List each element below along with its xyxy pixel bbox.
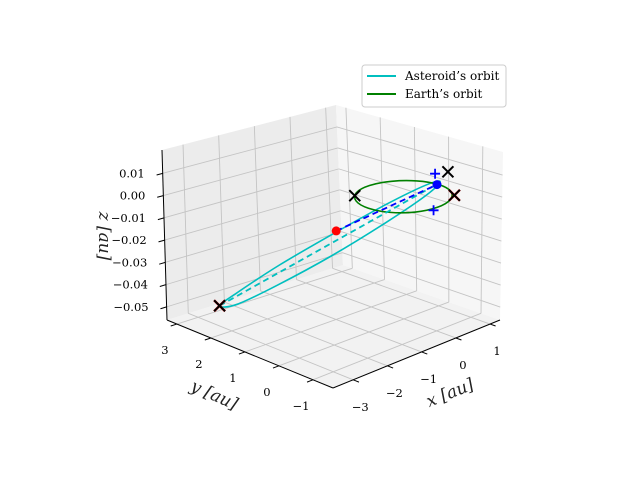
gridline-right-z xyxy=(339,189,502,242)
tick-marks xyxy=(156,172,496,383)
gridline-wall-x xyxy=(182,144,189,314)
y-tick xyxy=(272,365,280,369)
z-tick xyxy=(156,172,163,176)
z-tick xyxy=(157,217,165,221)
gridline-wall-y xyxy=(379,117,385,280)
gridline-left-z xyxy=(164,189,340,241)
z-tick-label: −0.01 xyxy=(111,211,146,225)
floor-pane xyxy=(167,265,500,388)
x-tick xyxy=(421,351,428,355)
gridline-left-z xyxy=(166,252,343,308)
gridline-floor-y xyxy=(176,267,353,325)
gridline-right-z xyxy=(341,231,501,286)
z-tick-label: 0.01 xyxy=(119,166,145,180)
x-tick xyxy=(489,323,496,327)
gridline-wall-y xyxy=(480,146,484,314)
tick-labels: −3 −2 −1 0 1 3 2 1 0 −1 0.01 0.00 −0.01 −0.02 −0.03 −0.… xyxy=(111,166,501,413)
x-tick xyxy=(353,379,360,383)
x-tick-label: 0 xyxy=(459,358,466,372)
legend-frame xyxy=(361,64,507,108)
marker-layer xyxy=(213,165,461,313)
legend-label-earth: Earth’s orbit xyxy=(405,87,482,101)
x-tick-label: −1 xyxy=(420,372,437,386)
gridline-floor-x xyxy=(332,267,491,325)
gridline-wall-x xyxy=(289,116,297,280)
x-tick xyxy=(455,337,462,341)
gridline-wall-y xyxy=(345,107,353,269)
y-tick-label: 2 xyxy=(195,357,202,371)
z-tick-label: −0.03 xyxy=(112,255,147,269)
plus-marker xyxy=(430,168,441,179)
y-tick-label: −1 xyxy=(292,399,309,413)
gridline-floor-y xyxy=(312,312,482,381)
x-marker xyxy=(348,189,361,202)
z-tick-label: −0.04 xyxy=(113,278,148,292)
gridline-left-z xyxy=(162,126,338,174)
dot-marker xyxy=(432,180,442,190)
z-tick xyxy=(160,306,167,310)
gridline-floor-x xyxy=(188,312,354,381)
grid-lines xyxy=(162,107,503,381)
x-tick-label: −3 xyxy=(352,400,369,414)
z-tick-label: −0.05 xyxy=(113,300,148,314)
x-axis-line xyxy=(332,319,501,389)
z-tick xyxy=(157,195,164,198)
y-tick xyxy=(238,351,246,355)
gridline-right-z xyxy=(342,252,501,308)
x-marker xyxy=(441,165,455,178)
y-tick xyxy=(306,379,314,383)
y-tick-label: 3 xyxy=(161,343,168,357)
gridline-wall-y xyxy=(413,127,418,291)
gridline-wall-x xyxy=(253,126,261,291)
x-tick xyxy=(387,365,394,369)
z-axis-label: z [au] xyxy=(94,211,114,261)
plus-marker xyxy=(428,205,439,216)
dot-marker xyxy=(331,226,341,236)
y-tick xyxy=(170,323,178,327)
x-tick-label: 1 xyxy=(493,344,500,358)
gridline-right-z xyxy=(340,210,502,264)
y-axis-line xyxy=(166,319,334,389)
line-of-apsides-dashed xyxy=(219,183,438,307)
z-tick xyxy=(158,239,165,243)
z-tick xyxy=(159,261,166,265)
gridline-left-z xyxy=(163,147,338,197)
gridline-left-z xyxy=(163,168,339,219)
gridline-floor-y xyxy=(278,301,450,367)
y-tick-label: 1 xyxy=(229,371,236,385)
gridline-right-z xyxy=(337,147,503,198)
y-tick xyxy=(204,337,212,341)
gridline-right-z xyxy=(336,126,503,176)
gridline-left-z xyxy=(165,210,341,263)
gridline-left-z xyxy=(165,231,342,286)
z-tick-label: 0.00 xyxy=(120,189,146,203)
legend-label-asteroid: Asteroid’s orbit xyxy=(404,69,499,83)
gridline-floor-y xyxy=(210,279,385,339)
back-right-pane xyxy=(336,105,503,320)
gridline-floor-x xyxy=(224,301,388,367)
x-tick-label: −2 xyxy=(386,386,403,400)
x-marker xyxy=(213,299,226,312)
z-tick-label: −0.02 xyxy=(111,233,146,247)
z-axis-line xyxy=(161,149,168,321)
legend: Asteroid’s orbit Earth’s orbit xyxy=(361,64,507,108)
z-tick xyxy=(159,284,167,287)
gridline-floor-x xyxy=(260,290,422,353)
connector-dashed xyxy=(335,183,438,232)
gridline-wall-x xyxy=(325,107,333,269)
y-tick-label: 0 xyxy=(263,385,270,399)
gridline-floor-y xyxy=(244,290,417,353)
x-marker xyxy=(448,189,461,202)
gridline-right-z xyxy=(338,168,502,220)
gridline-floor-x xyxy=(296,279,457,339)
gridline-wall-x xyxy=(218,135,225,303)
axis-lines xyxy=(161,149,501,389)
